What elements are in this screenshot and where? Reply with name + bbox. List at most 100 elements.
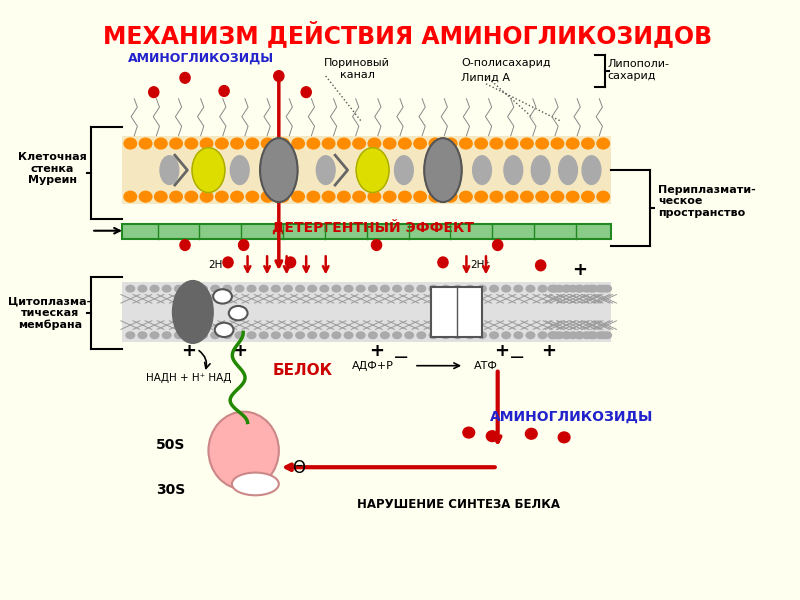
Ellipse shape (124, 191, 137, 202)
Ellipse shape (124, 138, 137, 149)
Ellipse shape (538, 332, 547, 338)
Ellipse shape (198, 286, 207, 292)
Ellipse shape (381, 286, 390, 292)
Ellipse shape (558, 156, 578, 184)
Ellipse shape (536, 138, 549, 149)
Ellipse shape (586, 332, 595, 338)
Ellipse shape (292, 191, 304, 202)
Text: +: + (369, 342, 384, 360)
Ellipse shape (463, 427, 474, 438)
Ellipse shape (550, 286, 559, 292)
Ellipse shape (417, 286, 426, 292)
Ellipse shape (574, 332, 583, 338)
Ellipse shape (320, 332, 329, 338)
Ellipse shape (599, 286, 607, 292)
Ellipse shape (493, 239, 502, 250)
Text: +: + (232, 342, 247, 360)
Ellipse shape (597, 191, 610, 202)
Ellipse shape (149, 87, 159, 98)
Ellipse shape (460, 191, 472, 202)
Ellipse shape (139, 191, 152, 202)
Ellipse shape (490, 138, 502, 149)
Ellipse shape (213, 289, 232, 304)
Text: АТФ: АТФ (474, 361, 498, 371)
Ellipse shape (393, 286, 402, 292)
Ellipse shape (429, 138, 442, 149)
Ellipse shape (368, 191, 381, 202)
Ellipse shape (506, 138, 518, 149)
Ellipse shape (597, 138, 610, 149)
Ellipse shape (589, 332, 598, 338)
Ellipse shape (369, 332, 377, 338)
Ellipse shape (200, 138, 213, 149)
Ellipse shape (344, 332, 353, 338)
Text: +: + (494, 342, 509, 360)
Text: 2H⁺: 2H⁺ (209, 260, 229, 271)
Ellipse shape (192, 148, 225, 193)
Ellipse shape (486, 431, 498, 442)
Text: 50S: 50S (156, 437, 186, 452)
Ellipse shape (574, 286, 583, 292)
Text: 2H⁺: 2H⁺ (470, 260, 490, 271)
Ellipse shape (369, 286, 377, 292)
Ellipse shape (454, 286, 462, 292)
Ellipse shape (356, 148, 389, 193)
Ellipse shape (438, 257, 448, 268)
Ellipse shape (219, 86, 229, 97)
Ellipse shape (198, 332, 207, 338)
Ellipse shape (235, 332, 244, 338)
Ellipse shape (562, 332, 570, 338)
Text: −: − (394, 349, 410, 367)
Ellipse shape (394, 156, 414, 184)
Ellipse shape (150, 332, 159, 338)
Ellipse shape (405, 332, 414, 338)
Ellipse shape (223, 332, 232, 338)
Ellipse shape (548, 332, 557, 338)
Ellipse shape (531, 156, 550, 184)
Ellipse shape (160, 156, 178, 184)
Ellipse shape (445, 191, 457, 202)
Ellipse shape (296, 332, 304, 338)
Ellipse shape (138, 332, 146, 338)
Ellipse shape (338, 191, 350, 202)
Ellipse shape (238, 239, 249, 250)
Ellipse shape (154, 138, 167, 149)
Ellipse shape (381, 332, 390, 338)
Ellipse shape (200, 191, 213, 202)
Ellipse shape (308, 332, 317, 338)
Ellipse shape (284, 332, 292, 338)
Text: Липополи-
сахарид: Липополи- сахарид (607, 59, 669, 81)
Ellipse shape (223, 286, 232, 292)
Ellipse shape (296, 286, 304, 292)
Ellipse shape (526, 428, 537, 439)
Ellipse shape (332, 286, 341, 292)
Text: АДФ+Р: АДФ+Р (352, 361, 394, 371)
Ellipse shape (575, 332, 584, 338)
Ellipse shape (551, 191, 564, 202)
Ellipse shape (558, 432, 570, 443)
Ellipse shape (521, 191, 533, 202)
Ellipse shape (162, 286, 171, 292)
Text: О-полисахарид: О-полисахарид (461, 58, 550, 68)
Ellipse shape (322, 138, 335, 149)
Ellipse shape (582, 156, 601, 184)
Text: +: + (182, 342, 197, 360)
Ellipse shape (271, 286, 280, 292)
Ellipse shape (589, 286, 598, 292)
Text: Клеточная
стенка
Муреин: Клеточная стенка Муреин (18, 152, 86, 185)
Ellipse shape (414, 138, 426, 149)
Ellipse shape (126, 286, 134, 292)
Ellipse shape (247, 332, 256, 338)
Ellipse shape (414, 191, 426, 202)
Ellipse shape (514, 332, 522, 338)
Ellipse shape (162, 332, 171, 338)
Ellipse shape (466, 332, 474, 338)
Ellipse shape (209, 412, 279, 490)
Ellipse shape (548, 286, 557, 292)
Ellipse shape (475, 191, 487, 202)
Ellipse shape (231, 138, 243, 149)
Ellipse shape (562, 286, 570, 292)
Ellipse shape (603, 332, 611, 338)
Ellipse shape (582, 332, 591, 338)
Ellipse shape (170, 191, 182, 202)
